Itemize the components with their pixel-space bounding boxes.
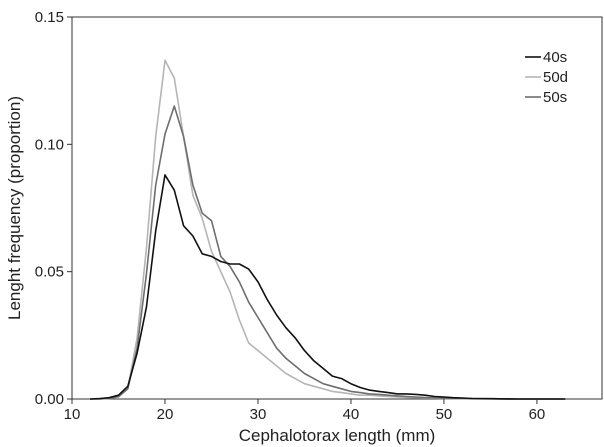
- legend-label: 40s: [543, 49, 567, 66]
- x-tick-label: 40: [343, 406, 360, 423]
- legend-label: 50s: [543, 89, 567, 106]
- series-line-50d: [89, 59, 566, 400]
- legend: 40s 50d 50s: [525, 49, 568, 106]
- x-tick-label: 50: [436, 406, 453, 423]
- y-axis-label: Lenght frequency (proportion): [5, 96, 24, 320]
- y-tick-label: 0.15: [35, 9, 64, 26]
- y-tick-label: 0.00: [35, 391, 64, 408]
- series-line-40s: [89, 174, 566, 400]
- plot-frame: [71, 16, 603, 400]
- x-tick-label: 20: [157, 406, 174, 423]
- legend-label: 50d: [543, 69, 568, 86]
- x-tick-label: 30: [250, 406, 267, 423]
- series-line-50s: [89, 105, 566, 400]
- x-tick-label: 10: [64, 406, 81, 423]
- x-tick-label: 60: [529, 406, 546, 423]
- x-axis-label: Cephalotorax length (mm): [239, 426, 436, 445]
- y-tick-label: 0.10: [35, 136, 64, 153]
- y-tick-label: 0.05: [35, 264, 64, 281]
- x-axis-ticks: 10 20 30 40 50 60: [64, 399, 546, 423]
- plot-area: [71, 16, 603, 400]
- series-layer: [89, 59, 566, 400]
- y-axis-ticks: 0.00 0.05 0.10 0.15: [35, 9, 72, 408]
